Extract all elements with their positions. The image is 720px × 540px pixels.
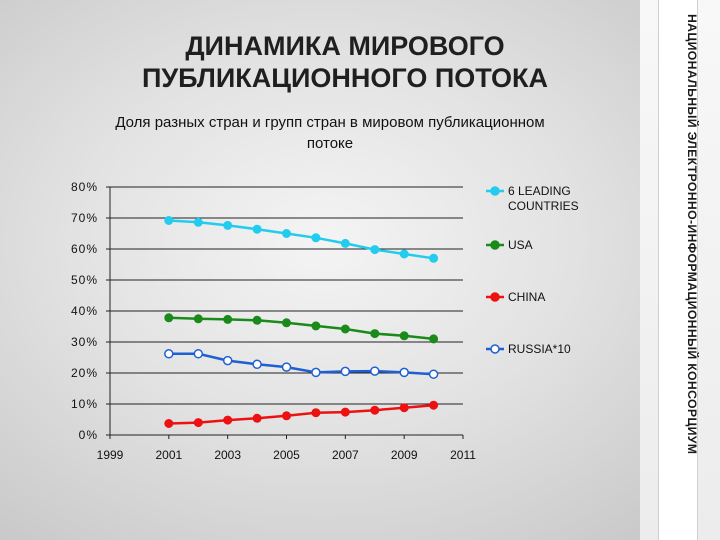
y-tick-label: 20%: [71, 366, 98, 380]
y-tick-label: 80%: [71, 180, 98, 194]
legend: 6 LEADING COUNTRIES USA CHINA RUSSIA*10: [486, 184, 579, 356]
y-tick-label: 40%: [71, 304, 98, 318]
axes: [106, 186, 464, 439]
legend-label: RUSSIA*10: [508, 342, 571, 356]
data-point: [429, 253, 439, 263]
series-usa: [164, 313, 439, 344]
legend-marker: [490, 292, 500, 302]
y-tick-label: 70%: [71, 211, 98, 225]
series-lines: [164, 216, 439, 428]
consortium-label: НАЦИОНАЛЬНЫЙ ЭЛЕКТРОННО-ИНФОРМАЦИОННЫЙ К…: [685, 14, 699, 455]
data-point: [340, 407, 350, 417]
data-point: [399, 403, 409, 413]
data-point: [193, 418, 203, 428]
data-point: [164, 419, 174, 428]
side-strip: [658, 0, 698, 540]
data-point: [311, 408, 321, 418]
series-line: [168, 219, 434, 260]
data-point: [282, 411, 291, 421]
data-point: [193, 217, 203, 227]
legend-marker: [490, 344, 500, 354]
data-point: [282, 229, 291, 238]
y-tick-label: 50%: [71, 273, 98, 287]
x-tick-label: 1999: [97, 448, 124, 462]
legend-label: USA: [508, 238, 533, 252]
y-tick-label: 10%: [71, 397, 98, 411]
data-point: [399, 367, 409, 378]
legend-label: CHINA: [508, 290, 545, 304]
legend-marker: [490, 186, 500, 196]
legend-label: 6 LEADING COUNTRIES: [508, 184, 579, 213]
x-tick-label: 2011: [450, 448, 476, 462]
data-point: [193, 314, 203, 324]
data-point: [164, 216, 174, 225]
x-tick-label: 2005: [273, 448, 300, 462]
data-point: [281, 362, 292, 372]
data-point: [340, 324, 350, 334]
data-point: [340, 366, 351, 377]
y-tick-label: 60%: [71, 242, 98, 256]
data-point: [223, 220, 233, 230]
data-point: [311, 233, 321, 243]
data-point: [282, 318, 291, 328]
data-point: [399, 331, 409, 341]
x-tick-label: 2001: [155, 448, 182, 462]
series-china: [164, 400, 439, 428]
series-russia-10: [164, 349, 439, 379]
y-tick-label: 0%: [79, 428, 98, 442]
legend-item: CHINA: [486, 290, 545, 304]
x-tick-label: 2007: [332, 448, 359, 462]
slide-title: ДИНАМИКА МИРОВОГО ПУБЛИКАЦИОННОГО ПОТОКА: [141, 31, 549, 93]
data-point: [370, 245, 380, 255]
y-tick-labels: 0% 10% 20% 30% 40% 50% 60% 70% 80%: [71, 180, 98, 442]
data-point: [252, 315, 262, 325]
data-point: [429, 334, 439, 344]
series-line: [168, 403, 434, 425]
grid-lines: [110, 186, 463, 405]
data-point: [193, 349, 204, 359]
data-point: [311, 367, 321, 378]
series-line: [168, 352, 434, 376]
y-tick-label: 30%: [71, 335, 98, 349]
x-tick-labels: 1999 2001 2003 2005 2007 2009 2011: [97, 448, 477, 462]
legend-item: RUSSIA*10: [486, 342, 571, 356]
data-point: [223, 415, 233, 425]
data-point: [370, 329, 380, 339]
data-point: [222, 355, 233, 366]
data-point: [164, 313, 174, 323]
x-tick-label: 2009: [391, 448, 418, 462]
data-point: [370, 405, 380, 415]
x-tick-label: 2003: [214, 448, 241, 462]
data-point: [164, 349, 174, 359]
data-point: [370, 366, 380, 376]
data-point: [340, 238, 350, 248]
series-6-leading-countries: [164, 216, 439, 263]
legend-item: USA: [486, 238, 533, 252]
legend-item: 6 LEADING COUNTRIES: [486, 184, 579, 213]
legend-marker: [490, 240, 500, 250]
data-point: [429, 400, 439, 410]
data-point: [311, 321, 321, 331]
chart-title: Доля разных стран и групп стран в мирово…: [115, 114, 545, 152]
data-point: [252, 359, 262, 370]
data-point: [399, 249, 409, 259]
data-point: [252, 224, 262, 234]
series-line: [168, 316, 434, 341]
data-point: [223, 314, 233, 324]
data-point: [252, 413, 262, 423]
data-point: [428, 369, 439, 379]
